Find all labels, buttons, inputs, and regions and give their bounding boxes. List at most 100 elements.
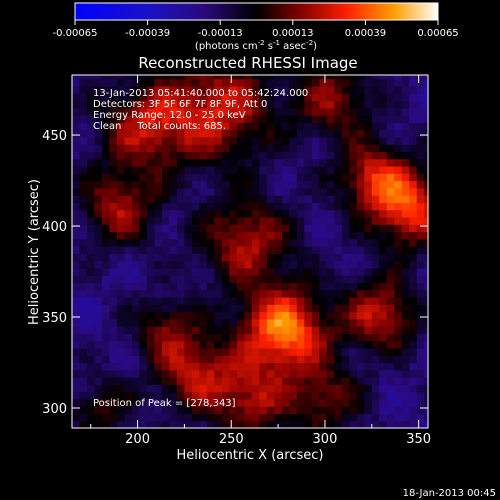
heatmap-cell [244, 165, 253, 174]
heatmap-cell [229, 100, 238, 109]
heatmap-cell [221, 355, 230, 364]
heatmap-cell [79, 406, 88, 415]
heatmap-cell [131, 100, 141, 109]
heatmap-cell [191, 413, 201, 422]
heatmap-cell [356, 347, 365, 356]
heatmap-cell [364, 326, 373, 334]
heatmap-cell [334, 347, 343, 356]
heatmap-cell [146, 115, 156, 123]
heatmap-cell [72, 187, 81, 196]
heatmap-cell [371, 129, 380, 138]
heatmap-cell [304, 158, 313, 167]
heatmap-cell [334, 231, 343, 240]
heatmap-cell [304, 107, 313, 116]
heatmap-cell [94, 253, 103, 262]
heatmap-cell [124, 216, 133, 225]
heatmap-cell [161, 165, 171, 174]
heatmap-cell [161, 187, 171, 196]
heatmap-cell [394, 326, 403, 334]
heatmap-cell [191, 129, 201, 138]
heatmap-cell [154, 275, 163, 284]
heatmap-cell [341, 289, 350, 298]
heatmap-cell [379, 173, 388, 182]
heatmap-cell [229, 347, 238, 356]
heatmap-cell [206, 384, 215, 393]
heatmap-cell [86, 78, 96, 87]
heatmap-cell [274, 253, 283, 262]
heatmap-cell [79, 420, 88, 429]
heatmap-cell [326, 202, 335, 211]
heatmap-cell [371, 93, 380, 102]
heatmap-cell [304, 318, 313, 327]
heatmap-cell [131, 377, 141, 385]
heatmap-cell [221, 260, 230, 269]
heatmap-cell [131, 318, 141, 327]
heatmap-cell [199, 151, 208, 160]
heatmap-cell [341, 216, 350, 225]
heatmap-cell [206, 340, 215, 349]
heatmap-cell [334, 151, 343, 160]
heatmap-cell [139, 311, 148, 320]
heatmap-cell [409, 216, 418, 225]
heatmap-cell [296, 355, 305, 364]
heatmap-cell [221, 340, 230, 349]
heatmap-cell [124, 202, 133, 211]
heatmap-cell [191, 282, 201, 291]
heatmap-cell [116, 209, 126, 218]
heatmap-cell [371, 122, 380, 131]
heatmap-cell [341, 158, 350, 167]
heatmap-cell [251, 209, 260, 218]
heatmap-cell [266, 136, 275, 145]
heatmap-cell [386, 187, 395, 196]
heatmap-cell [259, 195, 268, 203]
heatmap-cell [236, 115, 245, 123]
heatmap-cell [101, 195, 111, 203]
heatmap-cell [289, 275, 298, 284]
heatmap-cell [86, 122, 96, 131]
heatmap-cell [326, 129, 335, 138]
heatmap-cell [124, 224, 133, 233]
heatmap-cell [274, 369, 283, 378]
heatmap-cell [161, 246, 171, 254]
heatmap-cell [139, 216, 148, 225]
heatmap-cell [109, 398, 118, 407]
heatmap-cell [274, 209, 283, 218]
heatmap-cell [371, 238, 380, 247]
heatmap-cell [221, 100, 230, 109]
heatmap-cell [176, 158, 186, 167]
heatmap-cell [416, 413, 425, 422]
heatmap-cell [274, 115, 283, 123]
heatmap-cell [124, 238, 133, 247]
heatmap-cell [386, 398, 395, 407]
heatmap-cell [319, 253, 328, 262]
heatmap-cell [274, 340, 283, 349]
heatmap-cell [161, 369, 171, 378]
heatmap-cell [94, 384, 103, 393]
heatmap-cell [259, 93, 268, 102]
heatmap-cell [229, 377, 238, 385]
heatmap-cell [161, 275, 171, 284]
heatmap-cell [319, 115, 328, 123]
heatmap-cell [101, 85, 111, 94]
heatmap-cell [124, 78, 133, 87]
heatmap-cell [416, 187, 425, 196]
heatmap-cell [409, 122, 418, 131]
heatmap-cell [259, 216, 268, 225]
heatmap-cell [86, 202, 96, 211]
heatmap-cell [169, 275, 178, 284]
heatmap-cell [341, 398, 350, 407]
heatmap-cell [379, 78, 388, 87]
heatmap-cell [86, 340, 96, 349]
heatmap-cell [101, 122, 111, 131]
heatmap-cell [94, 122, 103, 131]
heatmap-cell [79, 180, 88, 189]
heatmap-cell [79, 260, 88, 269]
heatmap-cell [341, 209, 350, 218]
heatmap-cell [319, 165, 328, 174]
heatmap-cell [154, 391, 163, 400]
heatmap-cell [304, 115, 313, 123]
heatmap-cell [334, 391, 343, 400]
heatmap-cell [109, 158, 118, 167]
heatmap-cell [401, 406, 410, 415]
